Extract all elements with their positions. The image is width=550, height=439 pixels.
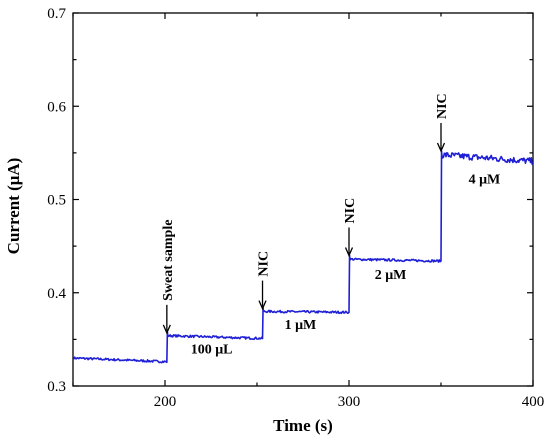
annotation-step-label: 1 μM (285, 318, 317, 333)
y-tick-label: 0.3 (47, 379, 66, 395)
annotation-arrow-head (436, 142, 446, 153)
x-axis-title: Time (s) (273, 416, 333, 435)
annotation-step-label: 2 μM (375, 268, 407, 283)
annotation-arrow-head (344, 247, 354, 258)
annotation-layer: Sweat sample NIC NIC NIC 100 μL 1 μM 2 μM 4 μM (161, 93, 500, 357)
series-layer (73, 150, 534, 364)
y-tick-label: 0.5 (47, 193, 66, 209)
x-tick-label: 300 (338, 394, 361, 410)
current-trace-line (73, 150, 534, 364)
annotation-arrow-label: NIC (257, 251, 272, 277)
x-tick-label: 400 (522, 394, 545, 410)
annotation-arrow-head (258, 300, 267, 311)
y-tick-label: 0.6 (47, 99, 66, 115)
y-axis-ticks: 0.3 0.4 0.5 0.6 0.7 (47, 6, 533, 395)
annotation-arrow-label: NIC (435, 93, 450, 119)
annotation-arrow-label: Sweat sample (161, 220, 176, 301)
x-tick-label: 200 (154, 394, 177, 410)
annotation-step-label: 4 μM (469, 173, 501, 188)
annotation-arrow-label: NIC (343, 198, 358, 224)
y-tick-label: 0.4 (47, 286, 66, 302)
y-tick-label: 0.7 (47, 6, 66, 22)
annotation-step-label: 100 μL (191, 342, 233, 357)
y-axis-title: Current (μA) (4, 158, 23, 255)
annotation-arrow-head (162, 324, 171, 335)
x-axis-ticks: 200 300 400 (72, 13, 545, 410)
